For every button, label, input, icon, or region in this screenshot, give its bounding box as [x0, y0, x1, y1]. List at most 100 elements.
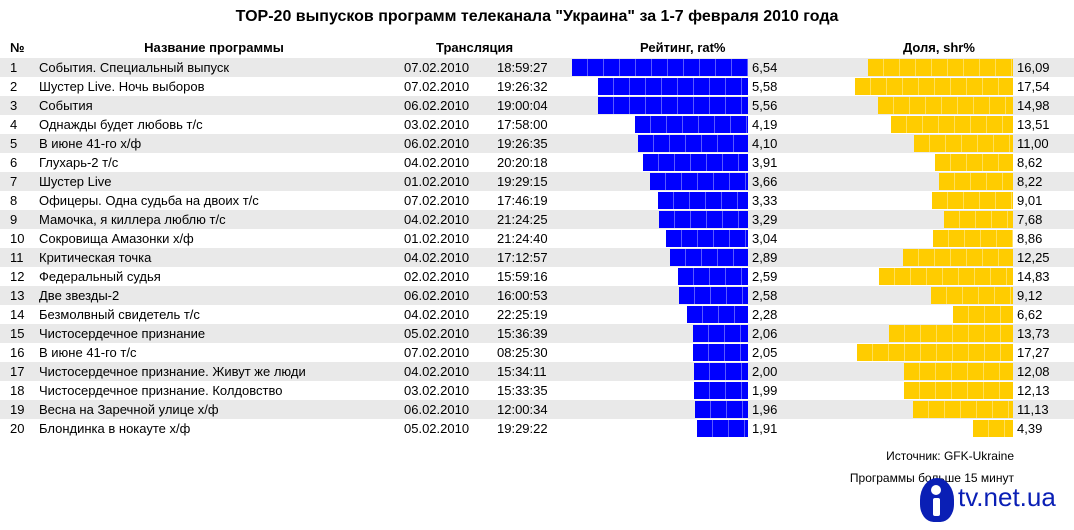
program-name: Безмолвный свидетель т/с	[39, 307, 200, 322]
rating-value-label: 1,91	[752, 421, 778, 436]
row-number: 10	[10, 231, 25, 246]
program-name: Блондинка в нокауте х/ф	[39, 421, 191, 436]
broadcast-time: 22:25:19	[497, 307, 548, 322]
share-bar	[889, 325, 1013, 342]
broadcast-date: 07.02.2010	[404, 79, 470, 94]
broadcast-time: 19:26:35	[497, 136, 548, 151]
share-value-label: 12,13	[1017, 383, 1050, 398]
table-row: 15 Чистосердечное признание 05.02.2010 15:3…	[0, 324, 1074, 343]
row-number: 7	[10, 174, 18, 189]
rating-bar	[659, 211, 748, 228]
row-number: 11	[10, 250, 24, 265]
share-value-label: 8,86	[1017, 231, 1043, 246]
table-row: 20 Блондинка в нокауте х/ф 05.02.2010 19:29…	[0, 419, 1074, 438]
broadcast-date: 03.02.2010	[404, 383, 470, 398]
share-bar	[913, 401, 1013, 418]
program-name: Офицеры. Одна судьба на двоих т/с	[39, 193, 259, 208]
row-number: 5	[10, 136, 18, 151]
header-share: Доля, shr%	[903, 40, 975, 55]
share-value-label: 7,68	[1017, 212, 1043, 227]
share-bar	[904, 363, 1013, 380]
broadcast-date: 06.02.2010	[404, 98, 470, 113]
site-logo[interactable]: tv.net.ua	[920, 478, 1060, 522]
rating-bar	[693, 344, 748, 361]
rating-value-label: 3,29	[752, 212, 778, 227]
rating-value-label: 6,54	[752, 60, 778, 75]
info-person-icon	[920, 478, 954, 522]
program-name: Однажды будет любовь т/с	[39, 117, 203, 132]
share-bar	[857, 344, 1013, 361]
table-row: 13 Две звезды-2 06.02.2010 16:00:53 2,58 9,12	[0, 286, 1074, 305]
program-name: В июне 41-го х/ф	[39, 136, 142, 151]
broadcast-date: 06.02.2010	[404, 402, 470, 417]
rating-value-label: 4,10	[752, 136, 778, 151]
share-value-label: 8,22	[1017, 174, 1043, 189]
rating-bar	[658, 192, 748, 209]
row-number: 3	[10, 98, 18, 113]
rating-value-label: 3,66	[752, 174, 778, 189]
header-number: №	[10, 40, 25, 55]
share-bar	[931, 287, 1013, 304]
header-rating: Рейтинг, rat%	[640, 40, 726, 55]
rating-bar	[666, 230, 748, 247]
rating-value-label: 3,91	[752, 155, 778, 170]
rating-value-label: 2,58	[752, 288, 778, 303]
table-row: 3 События 06.02.2010 19:00:04 5,56 14,98	[0, 96, 1074, 115]
row-number: 1	[10, 60, 18, 75]
share-bar	[914, 135, 1013, 152]
rating-bar	[572, 59, 748, 76]
table-row: 7 Шустер Live 01.02.2010 19:29:15 3,66 8,22	[0, 172, 1074, 191]
rating-value-label: 2,05	[752, 345, 778, 360]
rating-value-label: 3,04	[752, 231, 778, 246]
share-bar	[903, 249, 1013, 266]
broadcast-date: 04.02.2010	[404, 212, 470, 227]
broadcast-date: 06.02.2010	[404, 136, 470, 151]
program-name: Чистосердечное признание	[39, 326, 206, 341]
program-name: События	[39, 98, 93, 113]
row-number: 4	[10, 117, 18, 132]
broadcast-time: 15:59:16	[497, 269, 548, 284]
rating-value-label: 2,28	[752, 307, 778, 322]
program-name: В июне 41-го т/с	[39, 345, 137, 360]
rating-value-label: 2,89	[752, 250, 778, 265]
header-broadcast: Трансляция	[436, 40, 514, 55]
rating-bar	[670, 249, 748, 266]
broadcast-time: 15:34:11	[497, 364, 547, 379]
share-value-label: 12,25	[1017, 250, 1050, 265]
share-bar	[933, 230, 1013, 247]
table-row: 10 Сокровища Амазонки х/ф 01.02.2010 21:24:…	[0, 229, 1074, 248]
broadcast-time: 17:46:19	[497, 193, 548, 208]
source-note: Источник: GFK-Ukraine	[886, 449, 1014, 463]
share-bar	[879, 268, 1013, 285]
program-name: Шустер Live. Ночь выборов	[39, 79, 205, 94]
rating-bar	[697, 420, 748, 437]
broadcast-date: 07.02.2010	[404, 345, 470, 360]
rating-value-label: 4,19	[752, 117, 778, 132]
header-name: Название программы	[144, 40, 284, 55]
share-bar	[973, 420, 1013, 437]
table-row: 8 Офицеры. Одна судьба на двоих т/с 07.02.…	[0, 191, 1074, 210]
broadcast-time: 15:33:35	[497, 383, 548, 398]
table-row: 16 В июне 41-го т/с 07.02.2010 08:25:30 2,05…	[0, 343, 1074, 362]
program-name: Критическая точка	[39, 250, 152, 265]
table-row: 5 В июне 41-го х/ф 06.02.2010 19:26:35 4,10 1…	[0, 134, 1074, 153]
broadcast-date: 06.02.2010	[404, 288, 470, 303]
rating-bar	[598, 97, 748, 114]
share-bar	[935, 154, 1013, 171]
rating-bar	[650, 173, 748, 190]
share-value-label: 4,39	[1017, 421, 1043, 436]
row-number: 12	[10, 269, 25, 284]
broadcast-date: 01.02.2010	[404, 174, 470, 189]
table-row: 11 Критическая точка 04.02.2010 17:12:57 2,8…	[0, 248, 1074, 267]
table-row: 12 Федеральный судья 02.02.2010 15:59:16 2,5…	[0, 267, 1074, 286]
program-name: Федеральный судья	[39, 269, 161, 284]
table-row: 4 Однажды будет любовь т/с 03.02.2010 17:58…	[0, 115, 1074, 134]
share-bar	[891, 116, 1013, 133]
table-row: 17 Чистосердечное признание. Живут же люд…	[0, 362, 1074, 381]
row-number: 2	[10, 79, 18, 94]
share-bar	[939, 173, 1013, 190]
broadcast-time: 17:12:57	[497, 250, 548, 265]
row-number: 18	[10, 383, 25, 398]
rating-value-label: 1,96	[752, 402, 778, 417]
share-bar	[953, 306, 1013, 323]
